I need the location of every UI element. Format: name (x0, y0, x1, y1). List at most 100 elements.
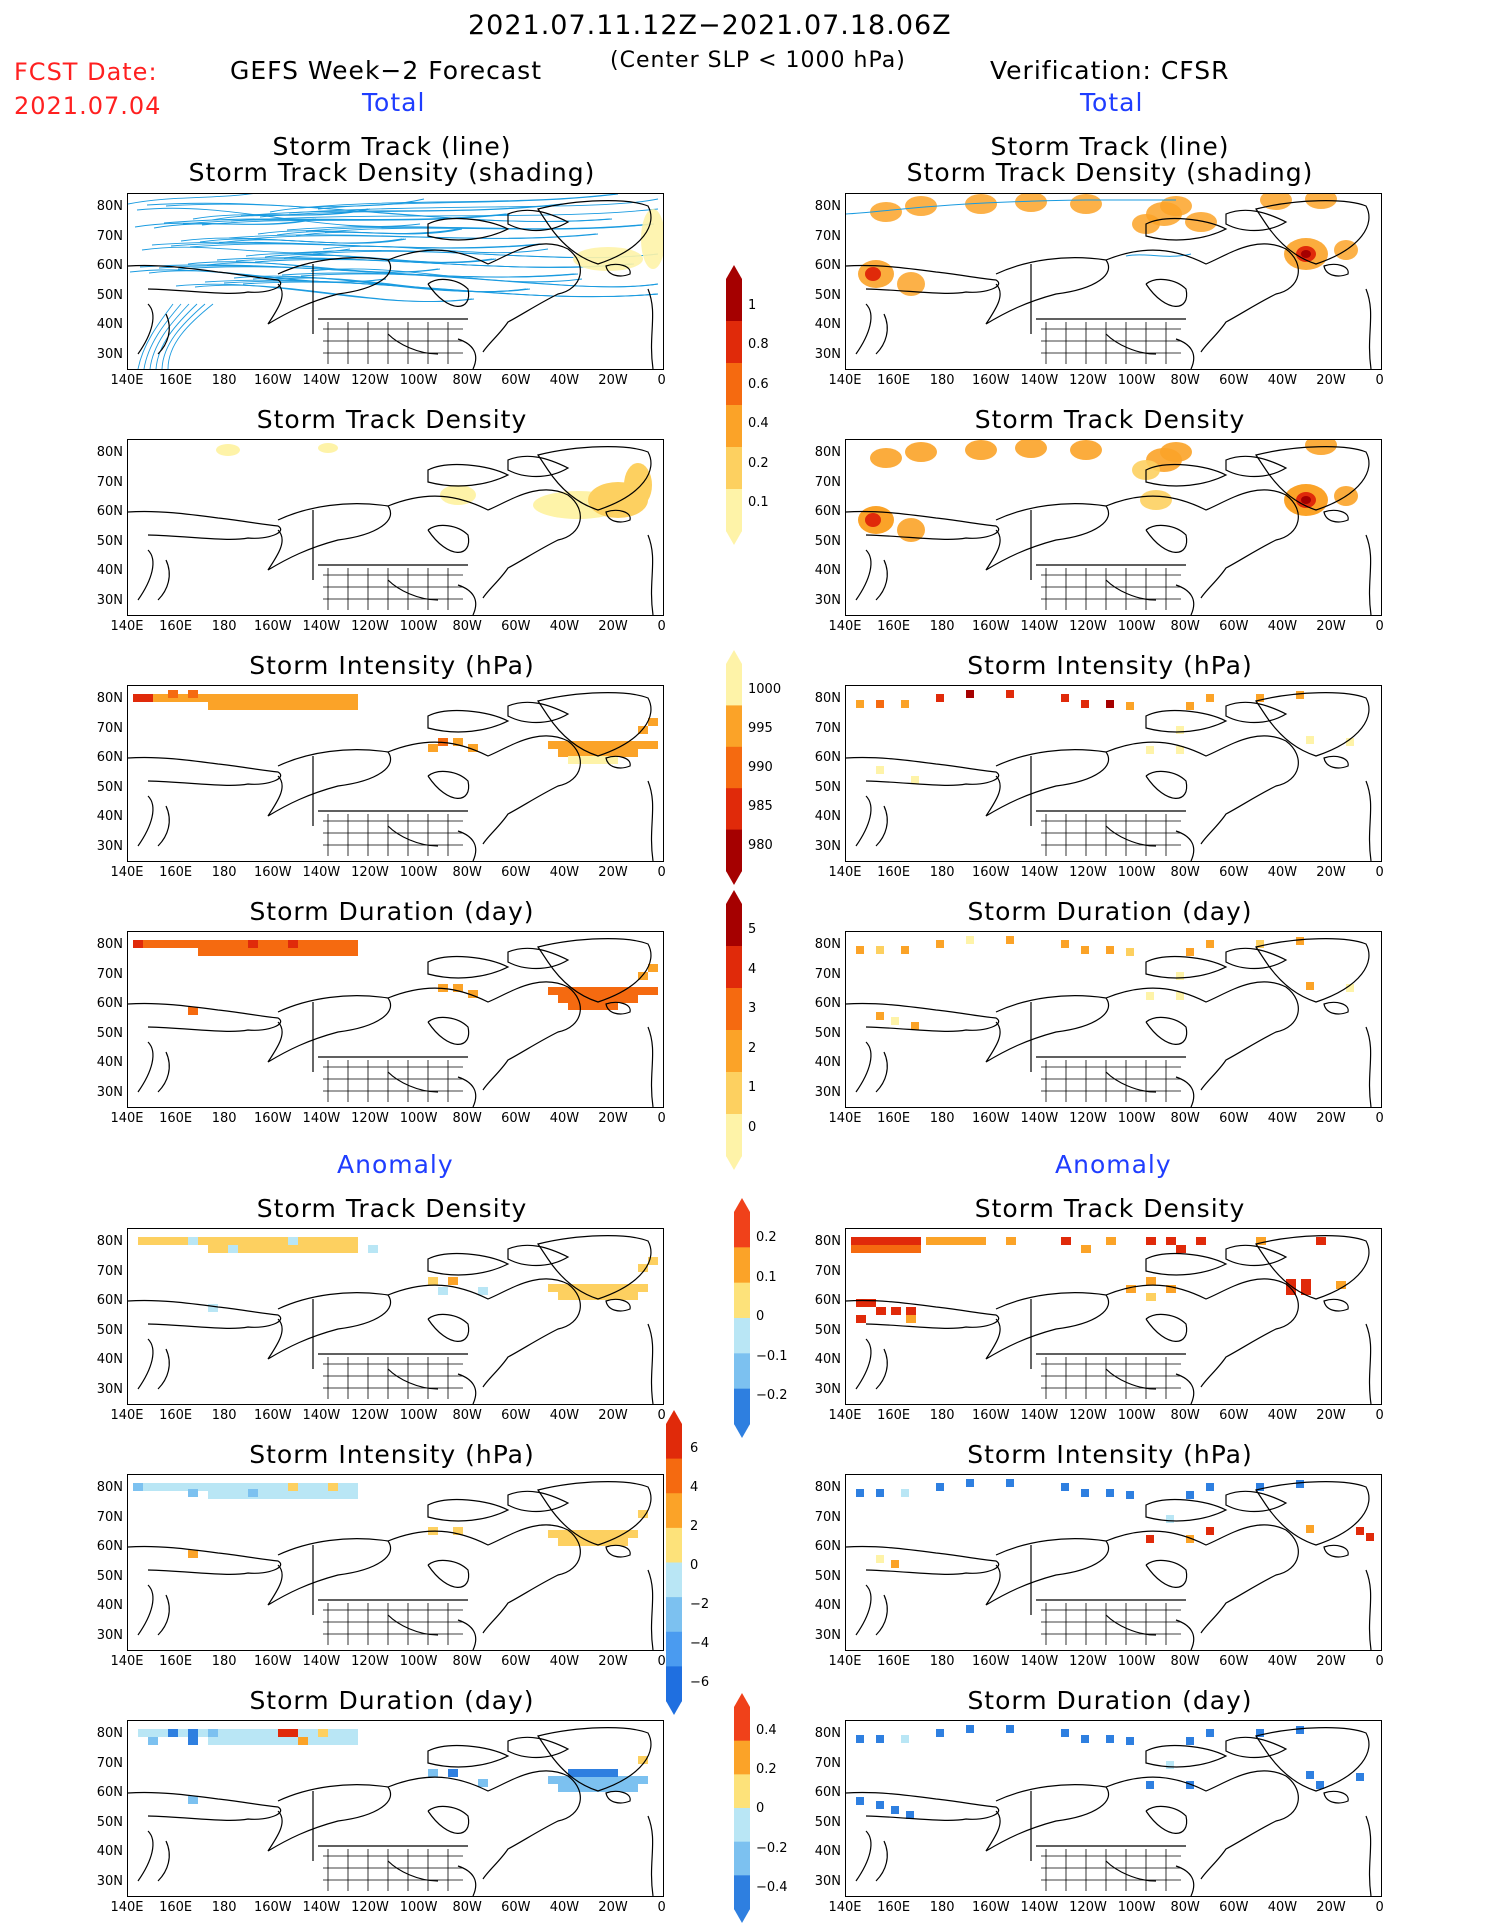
grid-cell (1176, 726, 1184, 734)
grid-cell (338, 1483, 348, 1491)
grid-cell (238, 694, 248, 702)
lon-tick-label: 140E (110, 1900, 144, 1915)
grid-cell (238, 1483, 248, 1491)
grid-cell (1306, 1525, 1314, 1533)
grid-cell (588, 741, 598, 749)
colorbar-swatch (734, 1247, 750, 1284)
colorbar-swatch (734, 1282, 750, 1319)
colorbar-label: 990 (748, 760, 773, 775)
density-blob (318, 443, 338, 453)
grid-cell (348, 940, 358, 948)
grid-cell (268, 940, 278, 948)
grid-cell (328, 702, 338, 710)
grid-cell (288, 1729, 298, 1737)
lon-tick-label: 80W (452, 1111, 482, 1126)
density-blob (1301, 496, 1311, 504)
density-blob (1305, 440, 1337, 455)
grid-cell (168, 690, 178, 698)
grid-cell (608, 995, 618, 1003)
grid-cell (558, 1284, 568, 1292)
grid-cell (638, 741, 648, 749)
grid-cell (628, 1530, 638, 1538)
lon-tick-label: 120W (351, 373, 389, 388)
lon-tick-label: 80W (1170, 1900, 1200, 1915)
lon-tick-label: 120W (1069, 619, 1107, 634)
lat-tick-label: 30N (814, 1084, 841, 1100)
grid-cell (628, 995, 638, 1003)
lon-tick-label: 120W (351, 619, 389, 634)
lat-tick-label: 40N (96, 809, 123, 824)
colorbar-label: 4 (748, 962, 757, 977)
colorbar-swatch (734, 1740, 750, 1775)
colorbar-label: −4 (690, 1636, 710, 1651)
lon-tick-label: 120W (1069, 865, 1107, 880)
density-blob (965, 194, 997, 214)
lon-tick-label: 80W (1170, 1111, 1200, 1126)
lon-tick-label: 0 (1375, 373, 1384, 388)
lon-tick-label: 0 (657, 619, 666, 634)
grid-cell (178, 1483, 188, 1491)
grid-cell (1126, 702, 1134, 710)
lat-tick-label: 30N (814, 1873, 841, 1889)
grid-cell (298, 1729, 308, 1737)
grid-cell (901, 1735, 909, 1743)
grid-cell (876, 946, 884, 954)
colorbar-label: 5 (748, 922, 757, 937)
grid-cell (1146, 746, 1154, 754)
grid-cell (208, 1245, 218, 1253)
lon-tick-label: 140E (828, 865, 862, 880)
lat-tick-label: 50N (96, 1025, 123, 1041)
lat-tick-label: 40N (814, 1598, 841, 1613)
panel-title: Storm Track Density (256, 1194, 528, 1223)
grid-cell (148, 1483, 158, 1491)
colorbar-intensity-anomaly (666, 1410, 682, 1715)
lon-tick-label: 140E (828, 1654, 862, 1669)
density-blob (1185, 212, 1217, 232)
grid-cell (318, 702, 328, 710)
lon-tick-label: 140E (110, 1408, 144, 1423)
grid-cell (1306, 982, 1314, 990)
map-gefs-track-density (127, 193, 664, 370)
grid-cell (338, 1245, 348, 1253)
lon-tick-label: 20W (1316, 1111, 1346, 1126)
lon-tick-label: 160E (877, 1654, 911, 1669)
grid-cell (1206, 1729, 1214, 1737)
lat-tick-label: 80N (814, 937, 841, 952)
coastline (128, 1235, 654, 1404)
grid-cell (608, 1776, 618, 1784)
grid-cell (578, 1769, 588, 1777)
grid-cell (558, 741, 568, 749)
grid-cell (218, 1729, 228, 1737)
lon-tick-label: 20W (598, 1111, 628, 1126)
grid-cell (618, 1292, 628, 1300)
grid-cell (328, 1245, 338, 1253)
lon-tick-label: 80W (452, 373, 482, 388)
panel-title: Storm Intensity (hPa) (249, 651, 535, 680)
grid-cell (1186, 1737, 1194, 1745)
lon-tick-label: 140W (1020, 865, 1059, 880)
density-blob (573, 247, 643, 271)
lon-tick-label: 180 (211, 1654, 237, 1669)
grid-cell (946, 1237, 956, 1245)
panel-title: Storm Track Density (974, 405, 1246, 434)
grid-cell (168, 1237, 178, 1245)
grid-cell (208, 1237, 218, 1245)
grid-cell (876, 1307, 886, 1315)
grid-cell (1206, 694, 1214, 702)
lon-tick-label: 140W (302, 1111, 341, 1126)
grid-cell (288, 1237, 298, 1245)
lon-tick-label: 160E (159, 1900, 193, 1915)
grid-cell (348, 1237, 358, 1245)
grid-cell (926, 1237, 936, 1245)
colorbar-label: −0.4 (756, 1880, 788, 1895)
colorbar-label: 0 (756, 1309, 765, 1324)
lon-tick-label: 60W (501, 1111, 531, 1126)
grid-cell (1006, 690, 1014, 698)
grid-cell (158, 1237, 168, 1245)
lon-tick-label: 60W (1219, 1408, 1249, 1423)
grid-cell (588, 1769, 598, 1777)
grid-cell (298, 1737, 308, 1745)
grid-cell (138, 1729, 148, 1737)
lon-tick-label: 120W (1069, 1408, 1107, 1423)
colorbar-swatch (726, 988, 742, 1031)
